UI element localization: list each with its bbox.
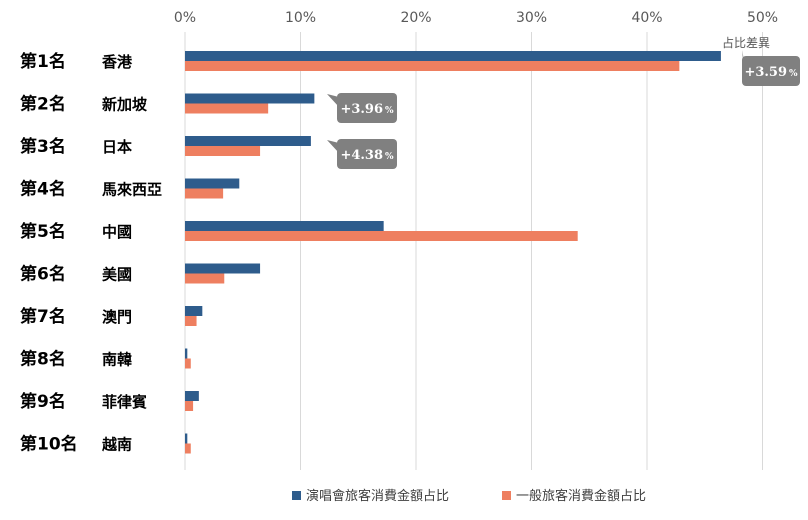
x-tick-label: 0% xyxy=(174,10,196,26)
rank-label: 第5名 xyxy=(20,221,66,242)
callout-pointer xyxy=(327,94,339,107)
bar-concert xyxy=(185,391,199,401)
difference-title: 占比差異 xyxy=(722,35,770,50)
bar-general xyxy=(185,273,225,284)
bar-general xyxy=(185,146,261,156)
legend: 演唱會旅客消費金額占比 一般旅客消費金額占比 xyxy=(292,488,646,504)
bar-concert xyxy=(185,136,311,146)
bar-general xyxy=(185,61,680,71)
bar-concert xyxy=(185,263,261,274)
bar-concert xyxy=(185,433,188,444)
x-tick-label: 10% xyxy=(285,10,316,26)
bar-general xyxy=(185,358,191,369)
bar-concert xyxy=(185,348,188,359)
callout-box xyxy=(742,56,800,86)
rank-label: 第9名 xyxy=(20,391,66,412)
x-axis-ticks: 0% 10% 20% 30% 40% 50% xyxy=(174,10,778,26)
rank-label: 第8名 xyxy=(20,349,66,370)
rank-label: 第1名 xyxy=(20,51,66,72)
country-label: 澳門 xyxy=(102,308,132,326)
rank-label: 第3名 xyxy=(20,136,66,157)
bar-general xyxy=(185,443,191,454)
bar-concert xyxy=(185,51,721,61)
difference-callouts: +3.59 % +3.96 % +4.38% xyxy=(327,50,800,169)
callout-value: +3.59% xyxy=(744,65,798,80)
country-label: 中國 xyxy=(102,223,132,241)
country-label: 越南 xyxy=(101,436,132,454)
rank-label: 第7名 xyxy=(20,306,66,327)
legend-label: 一般旅客消費金額占比 xyxy=(516,488,646,504)
callout-value: +4.38% xyxy=(340,148,394,163)
x-tick-label: 20% xyxy=(400,10,431,26)
bar-concert xyxy=(185,306,203,316)
country-label: 菲律賓 xyxy=(102,393,147,411)
bar-concert xyxy=(185,93,315,104)
country-label: 日本 xyxy=(102,138,132,156)
bars xyxy=(185,51,721,454)
country-label: 美國 xyxy=(102,266,132,284)
country-label: 南韓 xyxy=(102,351,132,369)
legend-label: 演唱會旅客消費金額占比 xyxy=(306,488,449,504)
x-tick-label: 40% xyxy=(631,10,662,26)
difference-callout: +3.96% xyxy=(327,93,397,123)
bar-general xyxy=(185,316,197,326)
x-tick-label: 30% xyxy=(516,10,547,26)
legend-swatch xyxy=(502,491,511,500)
callout-pointer xyxy=(327,140,339,153)
difference-callout: +4.38% xyxy=(327,139,397,169)
rank-label: 第6名 xyxy=(20,264,66,285)
country-label: 新加坡 xyxy=(102,96,147,114)
bar-general xyxy=(185,188,224,199)
legend-swatch xyxy=(292,491,301,500)
country-label: 馬來西亞 xyxy=(102,181,162,199)
rank-label: 第4名 xyxy=(20,179,66,200)
callout-box xyxy=(337,139,397,169)
bar-general xyxy=(185,103,269,114)
x-tick-label: 50% xyxy=(747,10,778,26)
rank-label: 第2名 xyxy=(20,94,66,115)
callout-box xyxy=(337,93,397,123)
bar-concert xyxy=(185,221,384,231)
bar-general xyxy=(185,231,578,241)
difference-callout: +3.59% xyxy=(742,50,800,86)
callout-value: +3.96% xyxy=(340,102,394,117)
bar-general xyxy=(185,401,194,411)
rank-label: 第10名 xyxy=(20,434,78,455)
country-label: 香港 xyxy=(102,53,133,71)
bar-concert xyxy=(185,178,240,189)
